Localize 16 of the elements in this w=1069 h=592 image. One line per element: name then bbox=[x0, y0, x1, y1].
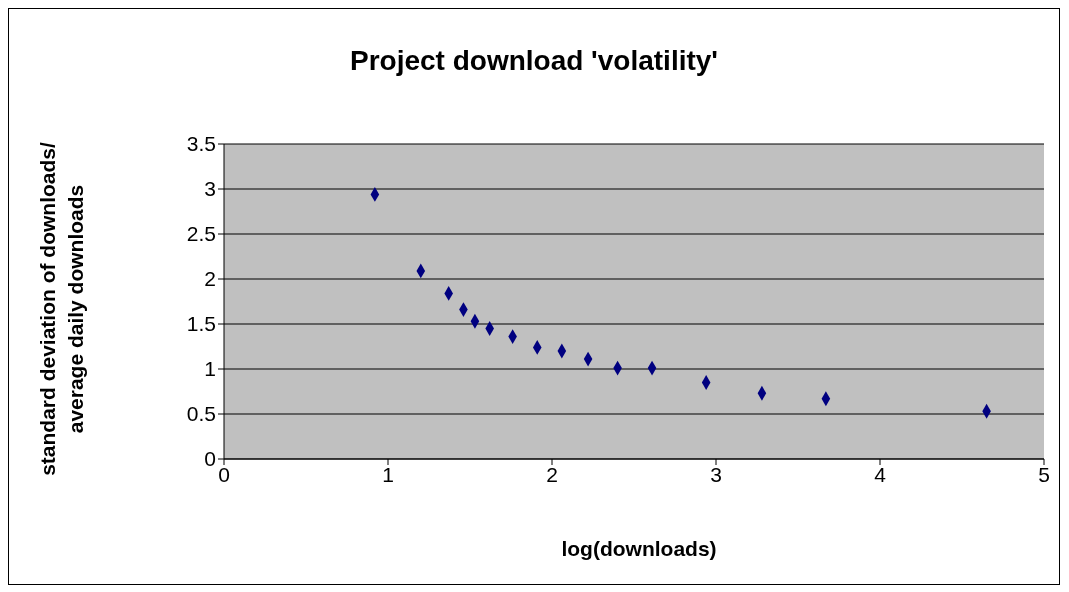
y-tick-label: 0.5 bbox=[186, 402, 216, 426]
chart-title: Project download 'volatility' bbox=[348, 45, 719, 77]
x-tick-label: 4 bbox=[874, 462, 887, 486]
y-tick-label: 3 bbox=[204, 177, 216, 201]
y-tick-label: 1.5 bbox=[186, 312, 216, 336]
x-tick-label: 1 bbox=[382, 462, 394, 486]
y-tick-label: 0 bbox=[204, 447, 216, 471]
y-tick-label: 3.5 bbox=[186, 132, 216, 156]
y-tick-label: 2.5 bbox=[186, 222, 216, 246]
y-tick-label: 2 bbox=[204, 267, 216, 291]
x-axis-title: log(downloads) bbox=[560, 537, 718, 561]
x-tick-label: 2 bbox=[546, 462, 558, 486]
x-tick-label: 3 bbox=[710, 462, 722, 486]
y-axis-title: standard deviation of downloads/ average daily downloads bbox=[35, 141, 88, 478]
x-tick-label: 5 bbox=[1038, 462, 1050, 486]
y-tick-label: 1 bbox=[204, 357, 216, 381]
